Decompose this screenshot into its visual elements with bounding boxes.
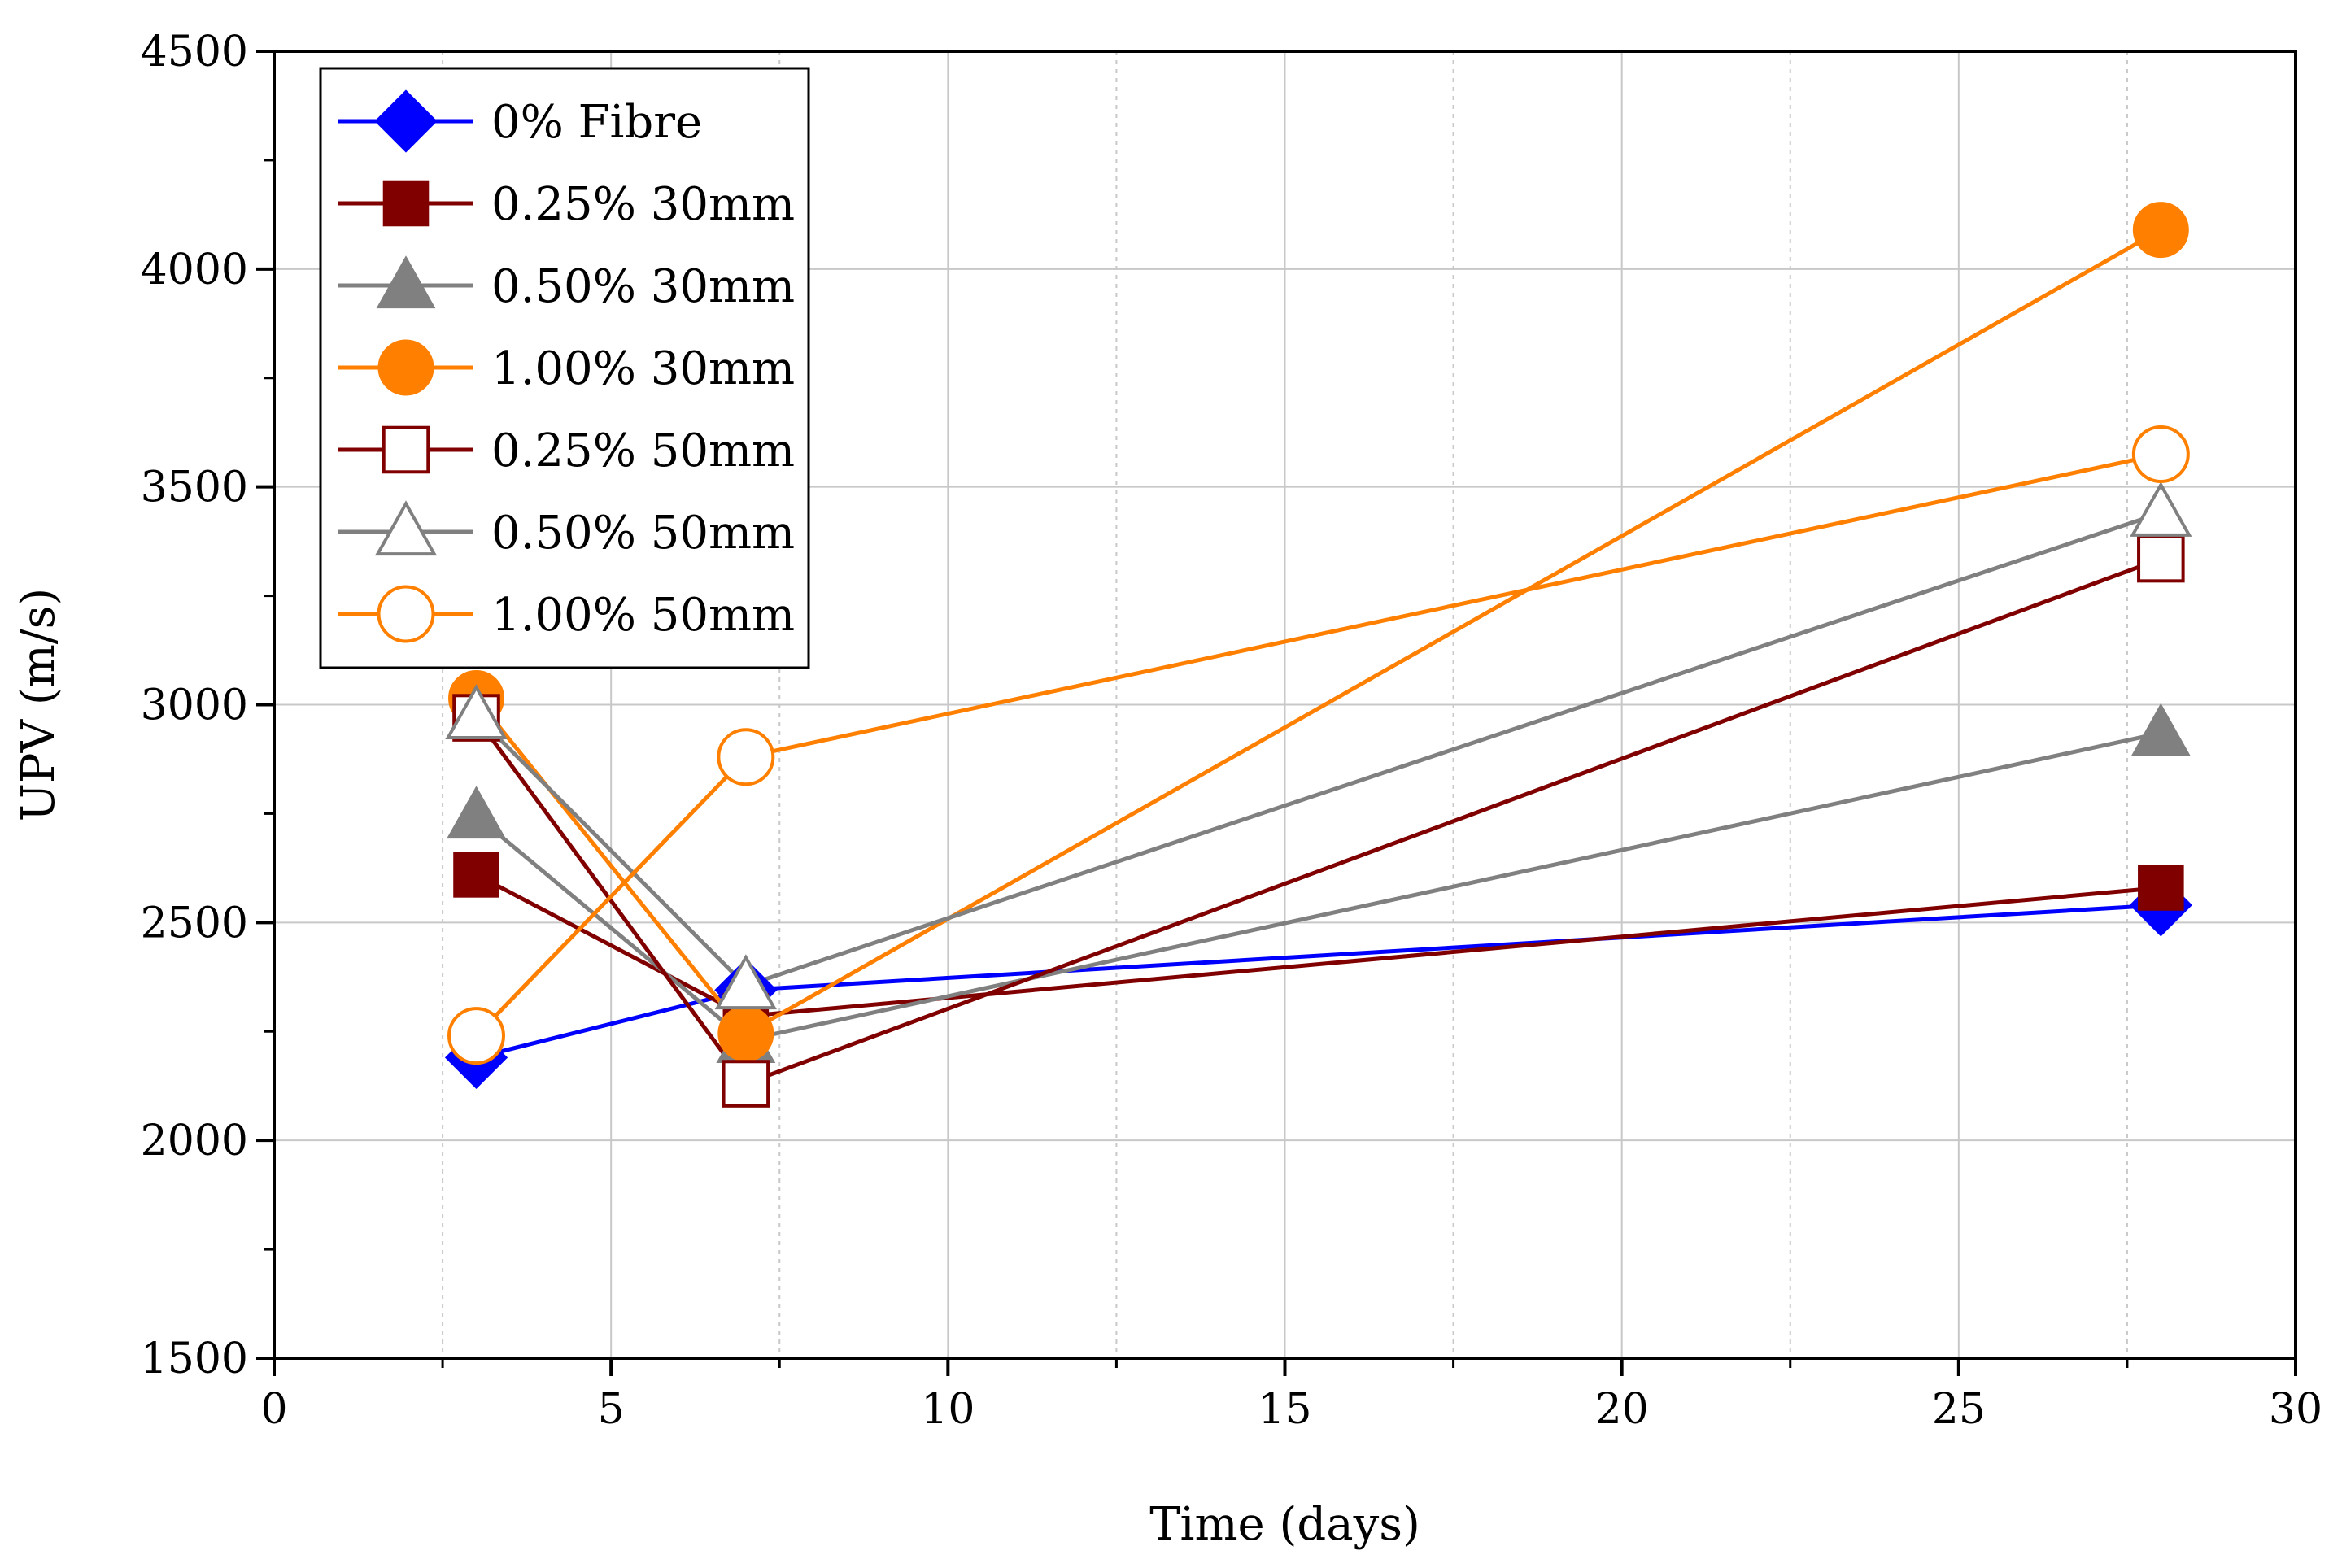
x-tick-label: 20 <box>1595 1385 1649 1434</box>
legend-entry: 0.50% 30mm <box>338 255 795 313</box>
legend-entry: 0.25% 30mm <box>338 178 795 231</box>
data-point <box>714 954 777 1010</box>
legend-label: 0.50% 30mm <box>491 260 795 313</box>
data-point <box>445 684 508 739</box>
x-tick-label: 10 <box>921 1385 975 1434</box>
legend-entry: 0.50% 50mm <box>338 500 795 560</box>
y-tick-label: 3500 <box>141 464 248 512</box>
y-tick-label: 2000 <box>141 1117 248 1165</box>
data-point <box>722 1060 770 1108</box>
series-markers-6 <box>447 425 2190 1065</box>
legend-entry: 0.25% 50mm <box>338 425 795 477</box>
x-tick-label: 25 <box>1932 1385 1986 1434</box>
legend-label: 1.00% 30mm <box>491 342 795 395</box>
data-point <box>2138 865 2184 911</box>
legend-label: 0% Fibre <box>491 96 702 149</box>
legend-label: 0.25% 50mm <box>491 425 795 477</box>
legend-marker <box>374 89 438 153</box>
legend-marker <box>382 425 430 474</box>
legend-marker <box>382 180 430 227</box>
legend-marker <box>376 255 436 309</box>
y-tick-label: 4500 <box>141 28 248 76</box>
legend-marker <box>374 500 438 556</box>
data-point <box>447 786 506 839</box>
legend-label: 0.25% 30mm <box>491 178 795 231</box>
data-point <box>2130 481 2192 537</box>
legend-label: 1.00% 50mm <box>491 589 795 642</box>
legend: 0% Fibre 0.25% 30mm 0.50% 30mm 1.00% 30mm 0.… <box>319 67 810 669</box>
axis-ticks: 0 5 10 15 20 25 30 1500 2000 2500 3000 3500 4000 4500 <box>141 28 2322 1434</box>
x-axis-title: Time (days) <box>1149 1498 1420 1551</box>
legend-marker <box>377 339 434 396</box>
y-tick-label: 3000 <box>141 682 248 730</box>
data-point <box>717 728 775 786</box>
data-point <box>717 1005 774 1062</box>
legend-entry: 1.00% 50mm <box>338 585 795 643</box>
y-tick-label: 2500 <box>141 899 248 947</box>
y-tick-label: 4000 <box>141 246 248 294</box>
y-axis-title: UPV (m/s) <box>12 588 65 822</box>
y-tick-label: 1500 <box>141 1335 248 1383</box>
data-point <box>453 852 499 898</box>
data-point <box>2131 425 2190 483</box>
series-group <box>444 202 2192 1108</box>
x-tick-label: 30 <box>2269 1385 2322 1434</box>
x-tick-label: 5 <box>598 1385 625 1434</box>
legend-marker <box>377 585 435 643</box>
data-point <box>2130 703 2191 756</box>
series-markers-5 <box>445 481 2192 1010</box>
data-point <box>447 1007 505 1065</box>
data-point <box>2137 534 2185 583</box>
legend-label: 0.50% 50mm <box>491 507 795 560</box>
legend-entry: 1.00% 30mm <box>338 339 795 396</box>
legend-entry: 0% Fibre <box>338 89 702 153</box>
x-tick-label: 15 <box>1258 1385 1311 1434</box>
data-point <box>2132 202 2189 259</box>
x-tick-label: 0 <box>260 1385 287 1434</box>
